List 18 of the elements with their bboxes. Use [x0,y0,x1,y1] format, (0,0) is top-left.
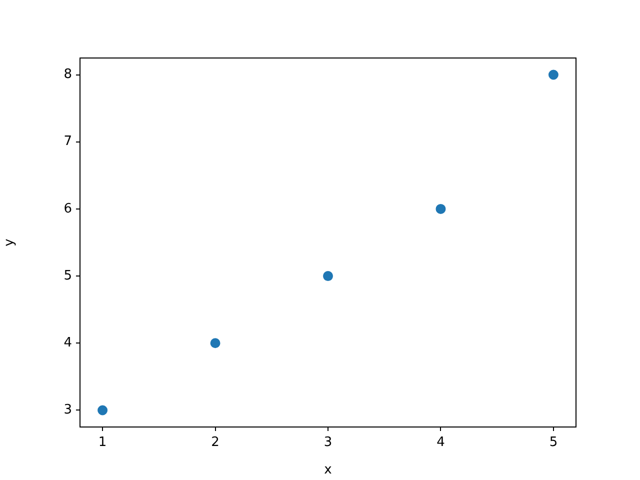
x-tick-label: 3 [324,435,332,450]
x-tick-label: 1 [98,435,107,450]
x-axis-title: x [324,462,332,478]
x-tick-label: 2 [211,435,220,450]
y-tick-label: 6 [64,201,72,216]
y-tick-label: 8 [64,67,72,82]
point [548,70,558,80]
y-tick-label: 4 [64,336,72,351]
point [436,204,446,214]
point [98,405,108,416]
point [323,271,333,282]
y-tick-label: 7 [64,134,72,150]
y-tick-label: 5 [64,268,72,284]
y-axis-title: y [2,238,18,246]
x-tick-label: 5 [549,435,558,450]
point [210,338,220,348]
x-tick-label: 4 [436,435,445,450]
y-tick-label: 3 [64,402,72,418]
